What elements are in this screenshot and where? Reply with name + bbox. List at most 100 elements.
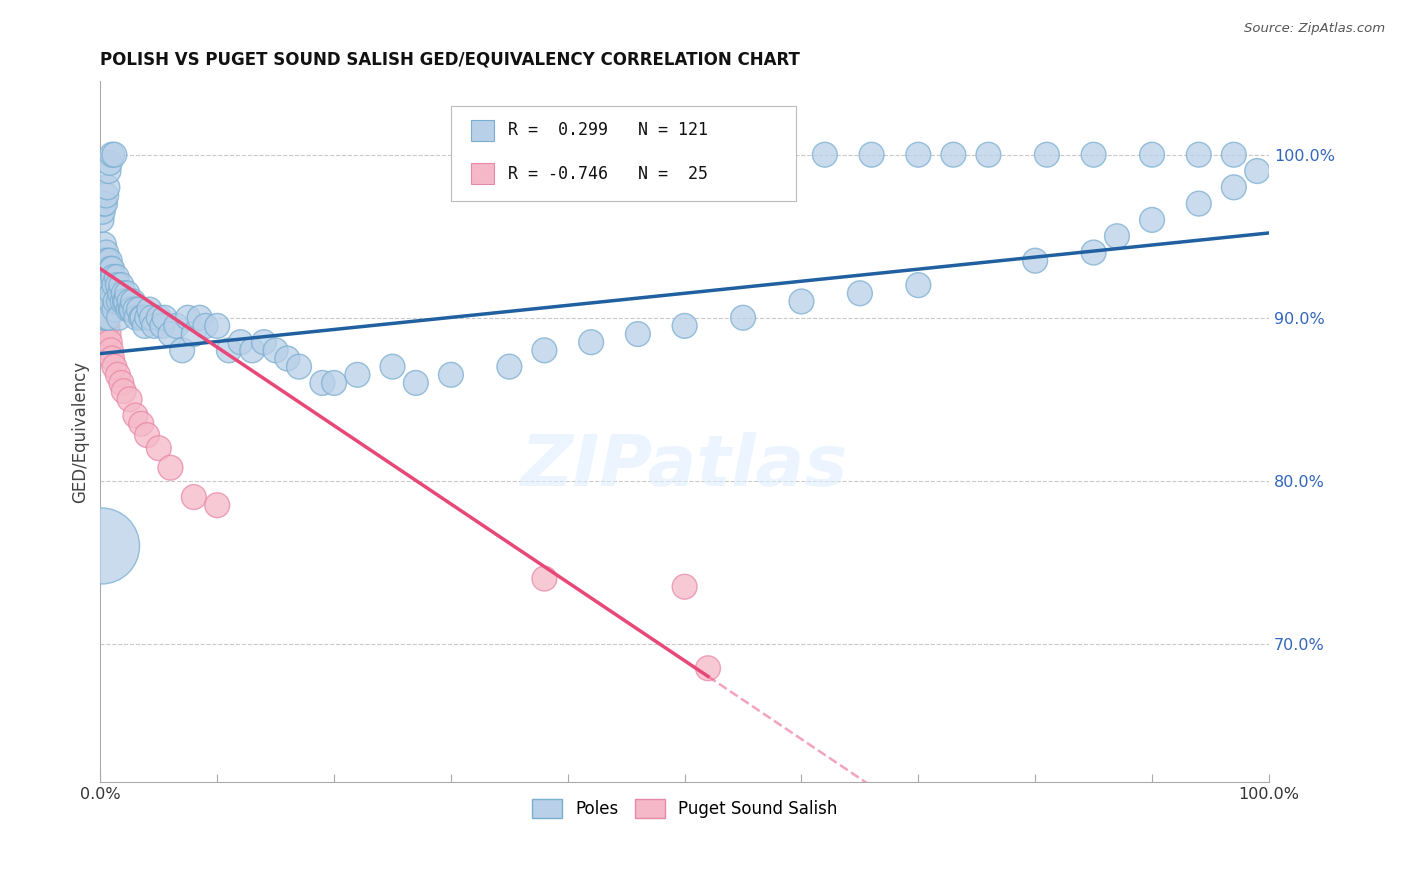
Point	[121, 302, 143, 317]
Point	[790, 294, 813, 309]
Point	[907, 278, 929, 293]
Point	[93, 253, 115, 268]
Point	[177, 310, 200, 325]
Point	[96, 253, 118, 268]
Point	[1140, 213, 1163, 227]
Y-axis label: GED/Equivalency: GED/Equivalency	[72, 360, 89, 503]
Point	[129, 417, 152, 431]
Point	[323, 376, 346, 390]
Point	[860, 147, 883, 161]
Point	[165, 318, 187, 333]
Point	[205, 318, 228, 333]
Point	[131, 310, 153, 325]
Point	[110, 286, 132, 301]
Point	[115, 286, 138, 301]
Bar	[471, 163, 494, 185]
Point	[1083, 147, 1105, 161]
Point	[172, 343, 194, 358]
Point	[93, 294, 115, 309]
Point	[90, 278, 112, 293]
Point	[136, 428, 159, 442]
Point	[381, 359, 404, 374]
Point	[94, 294, 117, 309]
Point	[579, 335, 602, 350]
Point	[205, 498, 228, 512]
Point	[1223, 147, 1246, 161]
Point	[111, 294, 134, 309]
Point	[97, 326, 120, 341]
Point	[129, 310, 152, 325]
Point	[96, 318, 118, 333]
Point	[311, 376, 333, 390]
Point	[97, 310, 120, 325]
Point	[697, 661, 720, 675]
Point	[194, 318, 217, 333]
Text: Source: ZipAtlas.com: Source: ZipAtlas.com	[1244, 22, 1385, 36]
Bar	[471, 120, 494, 141]
Point	[94, 253, 117, 268]
Point	[405, 376, 427, 390]
Text: ZIPatlas: ZIPatlas	[522, 433, 848, 501]
Point	[120, 302, 142, 317]
Point	[240, 343, 263, 358]
Point	[100, 294, 122, 309]
Point	[183, 490, 205, 504]
Point	[98, 253, 121, 268]
Point	[91, 253, 114, 268]
Point	[125, 310, 148, 325]
Point	[101, 286, 124, 301]
Point	[288, 359, 311, 374]
Point	[731, 310, 754, 325]
Point	[93, 286, 115, 301]
Point	[907, 147, 929, 161]
Point	[110, 278, 132, 293]
Point	[1188, 147, 1211, 161]
Point	[183, 326, 205, 341]
Point	[91, 270, 114, 285]
Point	[117, 302, 139, 317]
Point	[91, 270, 114, 285]
Point	[114, 294, 136, 309]
Point	[118, 392, 141, 407]
Point	[849, 286, 872, 301]
Point	[97, 286, 120, 301]
Point	[100, 261, 122, 276]
Point	[128, 302, 150, 317]
Point	[814, 147, 837, 161]
Point	[1105, 229, 1128, 244]
Point	[96, 270, 118, 285]
Point	[138, 302, 160, 317]
Point	[134, 318, 156, 333]
Point	[124, 409, 146, 423]
Point	[627, 326, 650, 341]
Point	[96, 180, 118, 194]
Point	[1223, 180, 1246, 194]
Point	[91, 204, 114, 219]
Point	[101, 147, 124, 161]
Text: POLISH VS PUGET SOUND SALISH GED/EQUIVALENCY CORRELATION CHART: POLISH VS PUGET SOUND SALISH GED/EQUIVAL…	[100, 51, 800, 69]
Point	[93, 196, 115, 211]
Legend: Poles, Puget Sound Salish: Poles, Puget Sound Salish	[524, 792, 844, 824]
Point	[91, 310, 114, 325]
Point	[218, 343, 240, 358]
Point	[440, 368, 463, 382]
Text: R = -0.746   N =  25: R = -0.746 N = 25	[508, 165, 709, 183]
Point	[98, 278, 121, 293]
Point	[103, 359, 125, 374]
Point	[93, 278, 115, 293]
Point	[105, 270, 128, 285]
Point	[96, 188, 118, 202]
Point	[96, 294, 118, 309]
Point	[115, 294, 138, 309]
Point	[673, 580, 696, 594]
Point	[93, 237, 115, 252]
FancyBboxPatch shape	[451, 106, 796, 201]
Point	[94, 286, 117, 301]
Point	[148, 310, 170, 325]
Point	[94, 302, 117, 317]
Point	[188, 310, 211, 325]
Point	[253, 335, 276, 350]
Point	[90, 213, 112, 227]
Point	[96, 245, 118, 260]
Point	[108, 294, 131, 309]
